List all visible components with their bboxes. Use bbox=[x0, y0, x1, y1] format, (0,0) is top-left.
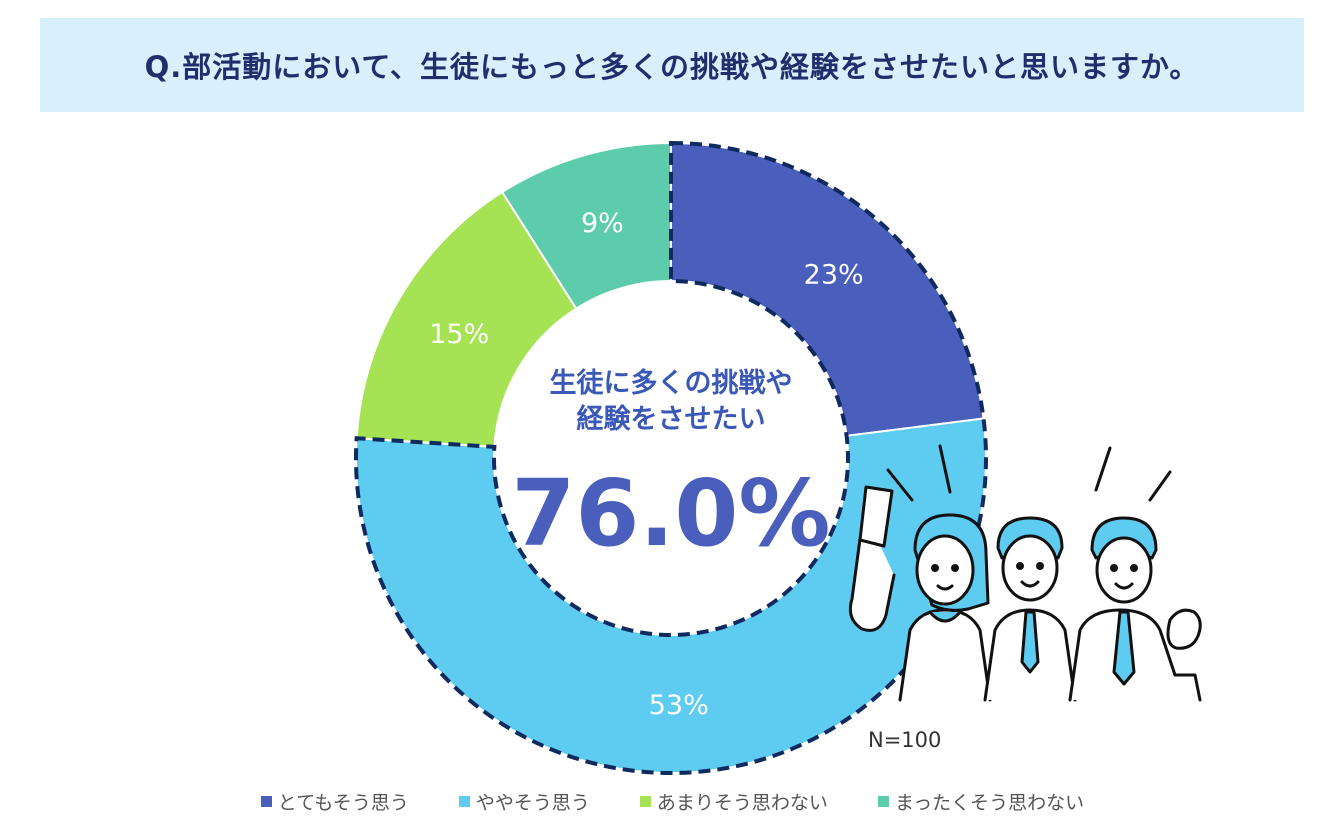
legend-swatch bbox=[458, 796, 470, 807]
donut-slices bbox=[355, 141, 987, 774]
legend: とてもそう思う ややそう思う あまりそう思わない まったくそう思わない bbox=[0, 788, 1335, 815]
center-value: 76.0% bbox=[511, 460, 830, 567]
title-banner: Q.部活動において、生徒にもっと多くの挑戦や経験をさせたいと思いますか。 bbox=[40, 18, 1304, 112]
legend-label: まったくそう思わない bbox=[894, 792, 1085, 814]
center-line-2: 経験をさせたい bbox=[577, 403, 766, 435]
sample-size-note: N=100 bbox=[868, 728, 942, 752]
people-illustration bbox=[848, 444, 1202, 702]
legend-item-3: まったくそう思わない bbox=[868, 788, 1084, 815]
legend-item-1: ややそう思う bbox=[449, 788, 590, 815]
slice-label-3: 9% bbox=[581, 208, 624, 239]
legend-item-2: あまりそう思わない bbox=[630, 788, 828, 815]
chart-title: Q.部活動において、生徒にもっと多くの挑戦や経験をさせたいと思いますか。 bbox=[144, 50, 1200, 84]
center-line-1: 生徒に多くの挑戦や bbox=[550, 368, 793, 399]
highlight-outline bbox=[354, 140, 988, 775]
legend-swatch bbox=[877, 796, 889, 807]
slice-label-0: 23% bbox=[804, 259, 864, 290]
slice-label-2: 15% bbox=[429, 319, 489, 350]
legend-swatch bbox=[260, 796, 272, 807]
highlight-dashed-border bbox=[354, 140, 988, 775]
slice-label-1: 53% bbox=[649, 690, 709, 721]
legend-label: あまりそう思わない bbox=[656, 792, 828, 814]
legend-label: ややそう思う bbox=[475, 792, 590, 814]
slice-2 bbox=[355, 190, 578, 448]
legend-item-0: とてもそう思う bbox=[251, 788, 409, 815]
legend-swatch bbox=[639, 796, 651, 807]
legend-label: とてもそう思う bbox=[277, 792, 409, 814]
slice-labels: 23% 53% 15% 9% bbox=[429, 208, 863, 721]
